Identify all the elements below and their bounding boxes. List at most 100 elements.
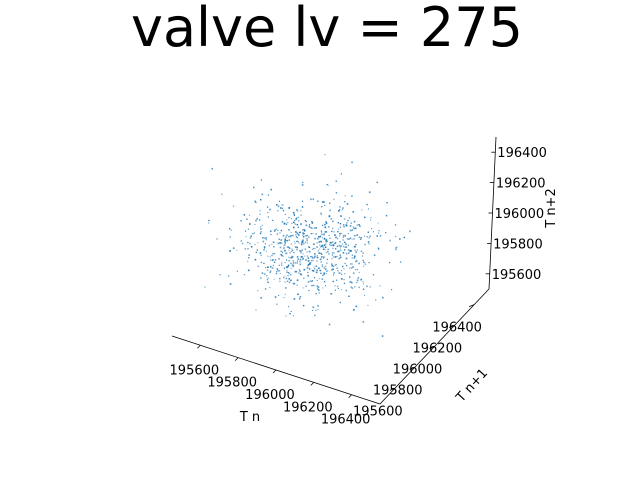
scatter-point	[326, 231, 328, 233]
scatter-point	[348, 295, 350, 298]
scatter-point	[339, 301, 341, 304]
x-tick-mark	[348, 394, 352, 399]
scatter-point	[299, 261, 301, 263]
scatter-point	[346, 265, 348, 267]
scatter-point	[343, 268, 345, 270]
scatter-point	[302, 234, 304, 236]
scatter-point	[292, 262, 294, 264]
scatter-point	[227, 275, 230, 277]
scatter-point	[280, 242, 283, 245]
scatter-point	[351, 287, 354, 289]
scatter-point	[306, 242, 309, 244]
scatter-point	[259, 210, 261, 212]
scatter-point	[283, 222, 286, 225]
scatter-point	[353, 245, 356, 248]
scatter-point	[252, 233, 254, 235]
scatter-point	[256, 249, 258, 251]
scatter-point	[240, 240, 243, 242]
scatter-point	[316, 279, 318, 281]
scatter-point	[264, 273, 266, 275]
scatter-point	[303, 229, 306, 232]
scatter-point	[362, 288, 365, 291]
scatter-point	[292, 315, 294, 317]
scatter-point	[348, 217, 351, 219]
scatter-point	[232, 247, 235, 249]
scatter-point	[280, 207, 282, 209]
scatter-point	[290, 235, 292, 237]
scatter-point	[306, 251, 308, 253]
scatter-point	[285, 236, 287, 239]
scatter-point	[315, 265, 318, 267]
scatter-point	[247, 248, 249, 250]
scatter-point	[324, 226, 327, 229]
scatter-point	[261, 272, 264, 274]
scatter-point	[309, 263, 311, 265]
scatter-point	[298, 298, 301, 300]
scatter-point	[282, 255, 284, 257]
scatter-point	[321, 278, 324, 280]
scatter-point	[339, 247, 341, 249]
scatter-point	[274, 230, 276, 232]
scatter-point	[364, 216, 366, 219]
scatter-point	[312, 306, 315, 309]
scatter-point	[316, 256, 319, 259]
scatter-point	[332, 227, 334, 229]
scatter-point	[302, 232, 304, 234]
scatter-point	[208, 219, 210, 222]
scatter-point	[375, 299, 377, 301]
scatter-point	[296, 246, 298, 249]
scatter-point	[311, 221, 313, 223]
scatter-point	[263, 262, 265, 265]
scatter-point	[266, 275, 268, 277]
scatter-point	[371, 228, 373, 230]
scatter-point	[293, 298, 296, 300]
scatter-point	[346, 203, 349, 205]
scatter-point	[290, 257, 292, 259]
scatter-point	[316, 269, 318, 272]
scatter-point	[337, 245, 339, 247]
x-tick-mark	[272, 369, 277, 374]
scatter-point	[367, 231, 370, 233]
scatter-point	[353, 309, 355, 311]
scatter-point	[296, 262, 298, 264]
scatter-point	[281, 207, 284, 210]
x-tick-label: 196000	[245, 388, 295, 403]
scatter-point	[334, 234, 336, 236]
scatter-point	[323, 256, 325, 259]
scatter-point	[216, 238, 218, 240]
scatter-point	[266, 269, 269, 271]
scatter-point	[360, 237, 362, 239]
scatter-point	[316, 260, 318, 262]
scatter-point	[283, 247, 285, 249]
scatter-point	[244, 248, 246, 250]
scatter-point	[378, 248, 380, 250]
scatter-point	[293, 213, 295, 216]
scatter-point	[283, 276, 285, 279]
scatter-point	[318, 267, 320, 269]
scatter-point	[288, 306, 290, 308]
scatter-point	[340, 215, 342, 217]
scatter-point	[285, 277, 288, 280]
scatter-point	[262, 240, 265, 243]
y-axis-title: T n+1	[453, 366, 491, 406]
scatter-point	[267, 255, 269, 257]
scatter-point	[351, 229, 353, 231]
scatter-point	[308, 250, 311, 253]
scatter-point	[275, 228, 277, 230]
scatter-point	[300, 251, 302, 254]
scatter-point	[270, 259, 272, 261]
scatter-point	[308, 226, 311, 228]
scatter-point	[219, 274, 221, 276]
scatter-point	[278, 270, 281, 272]
scatter-point	[382, 296, 384, 299]
chart-title: valve lv = 275	[131, 0, 523, 59]
scatter-point	[266, 279, 269, 281]
scatter-point	[356, 279, 359, 282]
scatter-point	[346, 238, 349, 240]
scatter-point	[247, 241, 249, 244]
scatter-point	[317, 250, 319, 252]
scatter-point	[342, 252, 345, 254]
scatter-point	[288, 278, 291, 280]
scatter-point	[321, 233, 323, 236]
